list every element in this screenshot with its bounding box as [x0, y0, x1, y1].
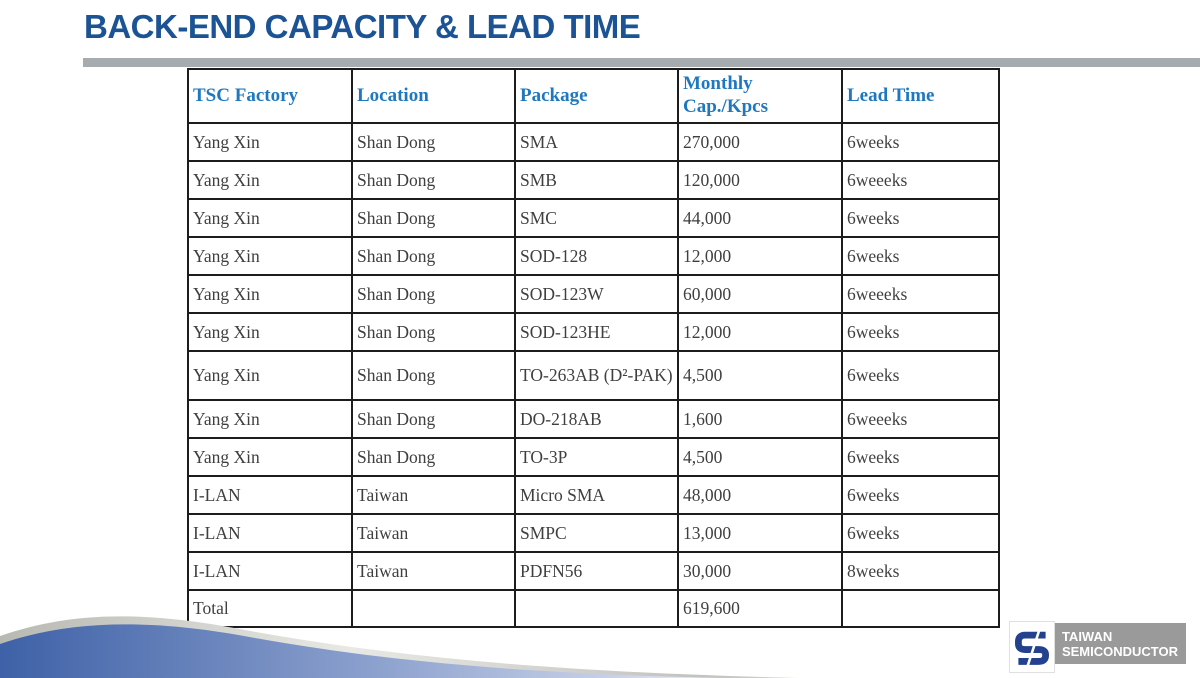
body-cell: 6weeks	[841, 312, 1000, 352]
body-cell: Yang Xin	[187, 122, 353, 162]
body-cell: I-LAN	[187, 513, 353, 553]
body-cell: 48,000	[677, 475, 843, 515]
body-cell: Shan Dong	[351, 198, 516, 238]
logo-wordmark: TAIWAN SEMICONDUCTOR	[1054, 623, 1186, 664]
body-cell: SOD-128	[514, 236, 679, 276]
page-title: BACK-END CAPACITY & LEAD TIME	[84, 8, 641, 45]
body-cell	[351, 589, 516, 628]
table-row: Yang Xin Shan Dong SOD-123W 60,000 6weeeks	[187, 274, 1000, 314]
body-cell	[514, 589, 679, 628]
ts-monogram-icon	[1008, 621, 1055, 673]
table-row: I-LAN Taiwan Micro SMA 48,000 6weeks	[187, 475, 1000, 515]
body-cell: SOD-123W	[514, 274, 679, 314]
body-cell: 12,000	[677, 312, 843, 352]
body-cell: Shan Dong	[351, 122, 516, 162]
table-body: Yang Xin Shan Dong SMA 270,000 6weeks Yang Xi…	[187, 122, 1000, 628]
body-cell: Yang Xin	[187, 274, 353, 314]
taiwan-semiconductor-logo: TAIWAN SEMICONDUCTOR	[1008, 621, 1186, 673]
body-cell	[841, 589, 1000, 628]
body-cell: I-LAN	[187, 551, 353, 591]
body-cell: 12,000	[677, 236, 843, 276]
body-cell: Yang Xin	[187, 160, 353, 200]
body-cell: Shan Dong	[351, 236, 516, 276]
header-cell: Monthly Cap./Kpcs	[677, 68, 843, 124]
body-cell: SMA	[514, 122, 679, 162]
header-cell: TSC Factory	[187, 68, 353, 124]
body-cell: Total	[187, 589, 353, 628]
table-row: Yang Xin Shan Dong SOD-123HE 12,000 6weeks	[187, 312, 1000, 352]
title-underline-bar	[83, 58, 1200, 67]
body-cell: 120,000	[677, 160, 843, 200]
table-row: I-LAN Taiwan SMPC 13,000 6weeks	[187, 513, 1000, 553]
body-cell: SMC	[514, 198, 679, 238]
table-row: Yang Xin Shan Dong TO-3P 4,500 6weeks	[187, 437, 1000, 477]
body-cell: Taiwan	[351, 475, 516, 515]
body-cell: Shan Dong	[351, 350, 516, 401]
header-cell: Package	[514, 68, 679, 124]
body-cell: 60,000	[677, 274, 843, 314]
table-row: Yang Xin Shan Dong SMC 44,000 6weeks	[187, 198, 1000, 238]
capacity-lead-time-table: TSC Factory Location Package Monthly Cap./K…	[187, 68, 1000, 628]
body-cell: 8weeks	[841, 551, 1000, 591]
total-row: Total 619,600	[187, 589, 1000, 628]
body-cell: 4,500	[677, 350, 843, 401]
body-cell: 6weeks	[841, 122, 1000, 162]
body-cell: Shan Dong	[351, 160, 516, 200]
header-cell: Lead Time	[841, 68, 1000, 124]
body-cell: SMPC	[514, 513, 679, 553]
body-cell: 13,000	[677, 513, 843, 553]
body-cell: Shan Dong	[351, 312, 516, 352]
body-cell: TO-3P	[514, 437, 679, 477]
body-cell: Yang Xin	[187, 399, 353, 439]
body-cell: Taiwan	[351, 551, 516, 591]
body-cell: TO-263AB (D²-PAK)	[514, 350, 679, 401]
table-row: Yang Xin Shan Dong TO-263AB (D²-PAK) 4,500 6…	[187, 350, 1000, 401]
body-cell: 6weeks	[841, 437, 1000, 477]
table-row: I-LAN Taiwan PDFN56 30,000 8weeks	[187, 551, 1000, 591]
body-cell: 6weeeks	[841, 274, 1000, 314]
header-row: TSC Factory Location Package Monthly Cap./K…	[187, 68, 1000, 124]
body-cell: Micro SMA	[514, 475, 679, 515]
body-cell: 619,600	[677, 589, 843, 628]
body-cell: PDFN56	[514, 551, 679, 591]
header-cell: Location	[351, 68, 516, 124]
body-cell: 6weeeks	[841, 399, 1000, 439]
body-cell: 6weeks	[841, 475, 1000, 515]
table-row: Yang Xin Shan Dong SMA 270,000 6weeks	[187, 122, 1000, 162]
body-cell: 6weeks	[841, 513, 1000, 553]
body-cell: 6weeks	[841, 198, 1000, 238]
body-cell: 44,000	[677, 198, 843, 238]
table-row: Yang Xin Shan Dong SOD-128 12,000 6weeks	[187, 236, 1000, 276]
body-cell: Taiwan	[351, 513, 516, 553]
logo-line2: SEMICONDUCTOR	[1061, 643, 1178, 659]
body-cell: Shan Dong	[351, 399, 516, 439]
body-cell: Yang Xin	[187, 198, 353, 238]
body-cell: Shan Dong	[351, 274, 516, 314]
body-cell: Yang Xin	[187, 350, 353, 401]
body-cell: Shan Dong	[351, 437, 516, 477]
body-cell: 270,000	[677, 122, 843, 162]
table-row: Yang Xin Shan Dong DO-218AB 1,600 6weeeks	[187, 399, 1000, 439]
body-cell: Yang Xin	[187, 437, 353, 477]
table-row: Yang Xin Shan Dong SMB 120,000 6weeeks	[187, 160, 1000, 200]
body-cell: 6weeeks	[841, 160, 1000, 200]
body-cell: 6weeks	[841, 350, 1000, 401]
body-cell: SOD-123HE	[514, 312, 679, 352]
body-cell: SMB	[514, 160, 679, 200]
body-cell: Yang Xin	[187, 236, 353, 276]
body-cell: I-LAN	[187, 475, 353, 515]
body-cell: 30,000	[677, 551, 843, 591]
logo-line1: TAIWAN	[1061, 628, 1113, 644]
body-cell: 4,500	[677, 437, 843, 477]
body-cell: 6weeks	[841, 236, 1000, 276]
body-cell: DO-218AB	[514, 399, 679, 439]
body-cell: Yang Xin	[187, 312, 353, 352]
body-cell: 1,600	[677, 399, 843, 439]
